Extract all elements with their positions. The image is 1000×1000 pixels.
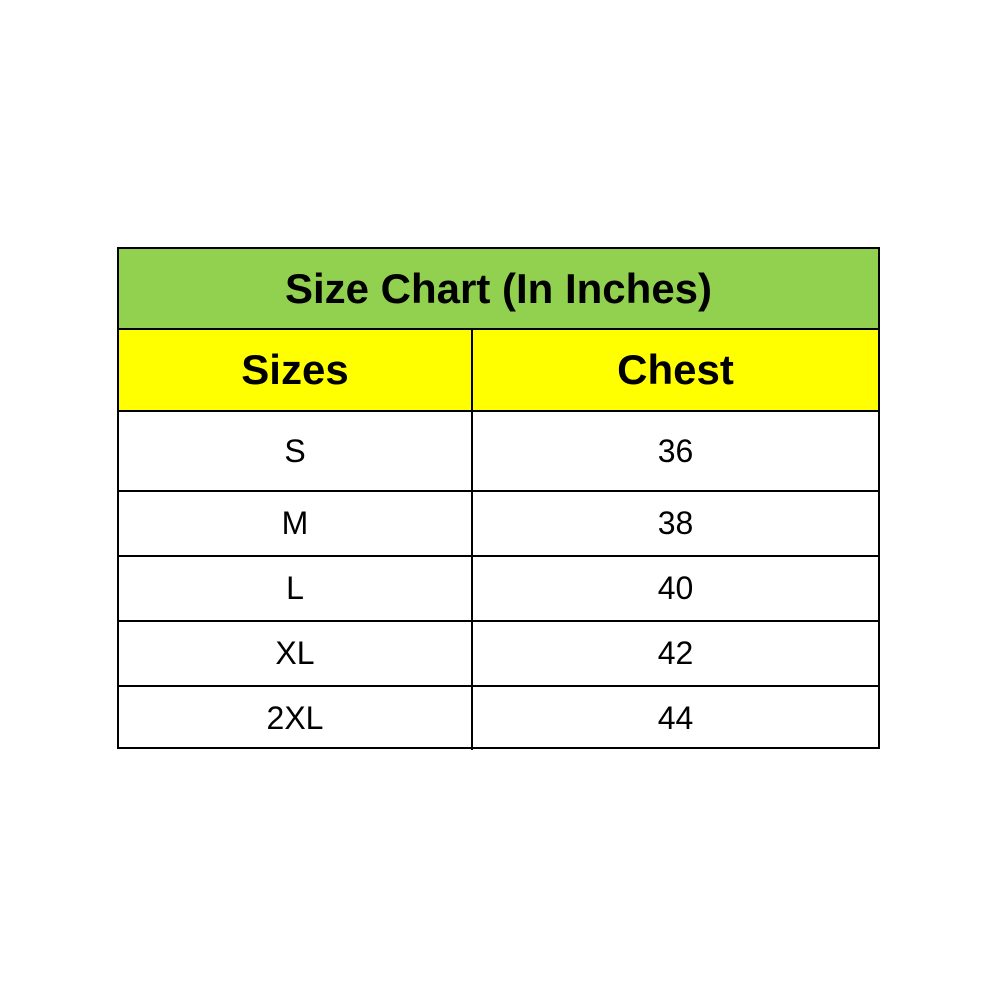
size-cell: L (119, 557, 473, 620)
size-cell: M (119, 492, 473, 555)
chest-cell: 38 (657, 505, 694, 541)
table-title-row: Size Chart (In Inches) (119, 249, 878, 330)
size-cell: S (119, 412, 473, 490)
size-cell: 2XL (119, 687, 473, 750)
table-header-row: Sizes Chest (119, 330, 878, 412)
chest-cell: 42 (657, 635, 694, 671)
table-row: XL 42 (119, 622, 878, 687)
chest-cell: 44 (657, 700, 694, 736)
table-title: Size Chart (In Inches) (284, 264, 713, 312)
size-chart-table: Size Chart (In Inches) Sizes Chest S 36 M 3… (117, 247, 880, 750)
table-row: L 40 (119, 557, 878, 622)
table-row: 2XL 44 (119, 687, 878, 750)
header-chest: Chest (617, 346, 734, 393)
table-row: S 36 (119, 412, 878, 492)
header-sizes: Sizes (119, 330, 473, 410)
table-row: M 38 (119, 492, 878, 557)
size-cell: XL (119, 622, 473, 685)
chest-cell: 40 (657, 570, 694, 606)
chest-cell: 36 (657, 432, 694, 469)
